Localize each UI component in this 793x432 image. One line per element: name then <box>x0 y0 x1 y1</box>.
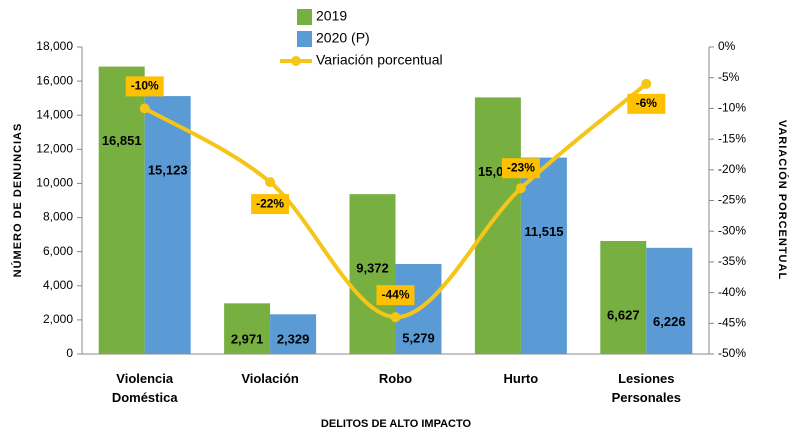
bar <box>600 240 647 354</box>
line-label-box <box>251 194 290 215</box>
bar-value-label: 9,372 <box>356 261 389 276</box>
y2-tick-label: -40% <box>718 285 746 299</box>
y2-tick-label: -15% <box>718 131 746 145</box>
y-tick-label: 14,000 <box>36 107 73 121</box>
y2-tick-label: -10% <box>718 101 746 115</box>
x-tick-label: Robo <box>378 371 413 386</box>
line-value-label: -22% <box>256 196 284 210</box>
line-value-label: -6% <box>636 96 658 110</box>
line-label-box <box>125 76 164 97</box>
y2-tick-label: -20% <box>718 162 746 176</box>
legend-label: 2019 <box>316 8 347 24</box>
y2-tick-label: -5% <box>718 70 740 84</box>
x-tick-label: Hurto <box>503 371 539 386</box>
legend-label: Variación porcentual <box>316 52 443 68</box>
bar <box>349 194 396 354</box>
y-tick-label: 18,000 <box>36 39 73 53</box>
bar-value-label: 6,627 <box>607 307 640 322</box>
y-tick-label: 8,000 <box>43 210 73 224</box>
x-tick-label: Violencia Doméstica <box>111 371 178 405</box>
y2-tick-label: -25% <box>718 193 746 207</box>
y-tick-label: 6,000 <box>43 244 73 258</box>
bar <box>474 97 521 354</box>
x-tick-label: Violación <box>241 371 299 386</box>
bar <box>224 303 271 354</box>
line-label-box <box>627 93 666 114</box>
y2-tick-label: 0% <box>718 39 736 53</box>
line-marker <box>390 312 401 323</box>
bar-value-label: 15,123 <box>148 163 188 178</box>
y2-tick-label: -35% <box>718 254 746 268</box>
legend-label: 2020 (P) <box>316 30 370 46</box>
x-axis-title: DELITOS DE ALTO IMPACTO <box>321 418 472 430</box>
bar <box>520 157 567 354</box>
legend-swatch <box>297 31 312 47</box>
bar-value-label: 5,279 <box>402 330 435 345</box>
y2-tick-label: -30% <box>718 223 746 237</box>
y-tick-label: 2,000 <box>43 312 73 326</box>
line-value-label: -23% <box>507 160 535 174</box>
legend-swatch <box>297 9 312 25</box>
y2-tick-label: -50% <box>718 346 746 360</box>
y-axis-title: NÚMERO DE DENUNCIAS <box>11 123 24 278</box>
line-value-label: -10% <box>131 79 159 93</box>
y-tick-label: 12,000 <box>36 142 73 156</box>
bar-value-label: 16,851 <box>102 133 142 148</box>
line-marker <box>139 103 150 114</box>
bar <box>646 247 693 354</box>
line-marker <box>265 177 276 188</box>
line-label-box <box>376 285 415 306</box>
bar-value-label: 6,226 <box>653 314 686 329</box>
y-tick-label: 0 <box>66 346 73 360</box>
bar-value-label: 2,971 <box>231 331 264 346</box>
line-marker <box>641 78 652 89</box>
bar <box>270 314 317 354</box>
bar <box>98 66 145 354</box>
bar-value-label: 11,515 <box>524 224 563 239</box>
y-tick-label: 16,000 <box>36 73 73 87</box>
y2-tick-label: -45% <box>718 315 746 329</box>
line-label-box <box>501 158 540 179</box>
line-value-label: -44% <box>381 287 409 301</box>
y2-axis-title: VARIACIÓN PORCENTUAL <box>776 120 789 280</box>
line-marker <box>515 183 526 194</box>
legend-marker <box>291 56 301 66</box>
bar <box>144 96 191 354</box>
x-tick-label: Lesiones Personales <box>611 371 681 405</box>
y-tick-label: 10,000 <box>36 176 73 190</box>
y-tick-label: 4,000 <box>43 278 73 292</box>
bar-value-label: 2,329 <box>277 331 310 346</box>
